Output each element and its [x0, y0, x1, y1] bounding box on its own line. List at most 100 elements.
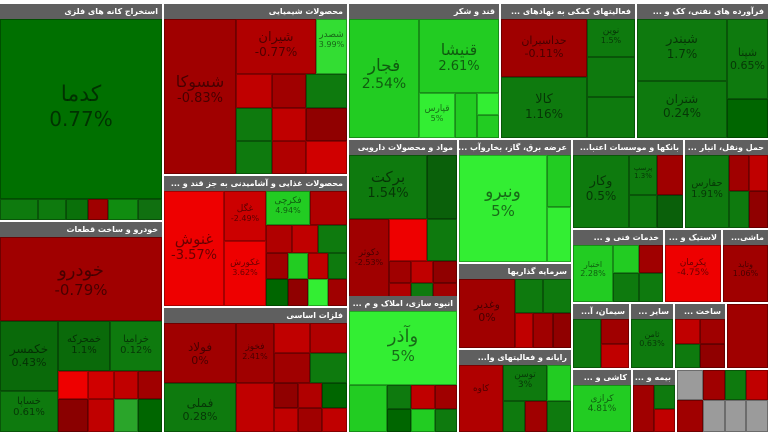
stock-tile[interactable] [543, 279, 571, 313]
stock-tile[interactable] [675, 319, 700, 344]
stock-tile[interactable] [573, 319, 601, 368]
stock-tile[interactable] [729, 191, 749, 228]
stock-tile[interactable] [746, 400, 768, 432]
stock-tile[interactable]: خکمسر 0.43% [0, 321, 58, 391]
stock-tile[interactable]: برکت 1.54% [349, 155, 427, 219]
sector-retail[interactable]: رایانه و فعالیتهای وا... کاوه توسن 3% [459, 350, 571, 432]
stock-tile[interactable] [266, 253, 288, 279]
stock-tile[interactable] [547, 401, 571, 432]
stock-tile[interactable]: توسن 3% [503, 365, 547, 401]
stock-tile[interactable] [503, 401, 525, 432]
stock-tile[interactable]: شصدر 3.99% [316, 19, 347, 74]
sector-chemical[interactable]: محصولات شیمیایی شسوکا -0.83% شیران -0.77… [164, 4, 347, 174]
stock-tile[interactable] [306, 141, 347, 174]
sector-support[interactable]: فعالیتهای کمکی به نهادهای ... حداسیران -… [501, 4, 635, 138]
stock-tile[interactable] [138, 199, 162, 220]
stock-tile[interactable] [613, 245, 639, 273]
stock-tile[interactable] [427, 155, 457, 219]
stock-tile[interactable] [288, 253, 308, 279]
stock-tile[interactable] [38, 199, 66, 220]
sector-misc-2[interactable]: ساخت ... [675, 304, 725, 368]
stock-tile[interactable] [633, 385, 654, 432]
stock-tile[interactable] [725, 370, 746, 400]
stock-tile[interactable] [389, 261, 411, 283]
stock-tile[interactable] [587, 57, 635, 97]
stock-tile[interactable] [547, 365, 571, 401]
stock-tile[interactable] [700, 344, 725, 368]
stock-tile[interactable] [306, 74, 347, 108]
stock-tile[interactable]: شتران 0.24% [637, 81, 727, 138]
sector-misc-3[interactable]: ماشی... وتاید 1.06% [723, 230, 768, 302]
stock-tile[interactable] [328, 279, 347, 306]
stock-tile[interactable]: ونیرو 5% [459, 155, 547, 262]
stock-tile[interactable] [727, 99, 768, 138]
stock-tile[interactable] [727, 304, 768, 368]
stock-tile[interactable]: پکرمان -4.75% [665, 245, 721, 302]
stock-tile[interactable] [310, 323, 347, 353]
stock-tile[interactable] [389, 219, 427, 261]
sector-telecom[interactable]: خدمات فنی و ... اختبار 2.28% [573, 230, 663, 302]
stock-tile[interactable]: کاوه [459, 365, 503, 432]
stock-tile[interactable] [749, 155, 768, 191]
stock-tile[interactable] [515, 279, 543, 313]
sector-petroleum[interactable]: فرآورده های نفتی، کک و ... شبندر 1.7% شپ… [637, 4, 768, 138]
stock-tile[interactable] [515, 313, 533, 348]
stock-tile[interactable]: خودرو -0.79% [0, 237, 162, 321]
stock-tile[interactable]: قپارس 5% [419, 93, 455, 138]
stock-tile[interactable] [58, 399, 88, 432]
stock-tile[interactable] [477, 115, 499, 138]
stock-tile[interactable] [236, 141, 272, 174]
stock-tile[interactable] [435, 385, 457, 409]
stock-tile[interactable] [308, 253, 328, 279]
stock-tile[interactable]: شپنا 0.65% [727, 19, 768, 99]
stock-tile[interactable]: وغدیر 0% [459, 279, 515, 348]
stock-tile[interactable] [654, 385, 675, 409]
stock-tile[interactable] [272, 74, 306, 108]
stock-tile[interactable] [749, 191, 768, 228]
stock-tile[interactable]: فولاد 0% [164, 323, 236, 383]
stock-tile[interactable] [108, 199, 138, 220]
stock-tile[interactable] [88, 199, 108, 220]
sector-auto[interactable]: خودرو و ساخت قطعات خودرو -0.79% خکمسر 0.… [0, 222, 162, 432]
stock-tile[interactable] [700, 319, 725, 344]
stock-tile[interactable] [455, 93, 477, 138]
stock-tile[interactable] [411, 261, 433, 283]
stock-tile[interactable] [601, 344, 629, 368]
stock-tile[interactable] [411, 385, 435, 409]
stock-tile[interactable] [639, 245, 663, 273]
stock-tile[interactable] [677, 400, 703, 432]
stock-tile[interactable] [547, 155, 571, 207]
sector-investment[interactable]: سرمایه گذاریها وغدیر 0% [459, 264, 571, 348]
stock-tile[interactable] [639, 273, 663, 302]
stock-tile[interactable]: حداسیران -0.11% [501, 19, 587, 77]
stock-tile[interactable] [306, 108, 347, 141]
stock-tile[interactable]: وکار 0.5% [573, 155, 629, 228]
stock-tile[interactable] [266, 225, 292, 253]
sector-banks[interactable]: بانکها و موسسات اعتبا... وکار 0.5% پرسپ … [573, 140, 683, 228]
stock-tile[interactable]: اختبار 2.28% [573, 245, 613, 302]
sector-misc-1[interactable]: سایر ... ثامن 0.63% [631, 304, 673, 368]
stock-tile[interactable] [675, 344, 700, 368]
stock-tile[interactable] [114, 399, 138, 432]
stock-tile[interactable]: فملی 0.28% [164, 383, 236, 432]
sector-cement[interactable]: سیمان، آ... [573, 304, 629, 368]
sector-base-metals[interactable]: فلزات اساسی فولاد 0% فملی 0.28% فخوز 2.4… [164, 308, 347, 432]
stock-tile[interactable] [427, 219, 457, 261]
sector-realestate[interactable]: انبوه سازی، املاک و م ... وآذر 5% [349, 296, 457, 432]
stock-tile[interactable]: غکورش 3.62% [224, 241, 266, 306]
stock-tile[interactable]: کالا 1.16% [501, 77, 587, 138]
stock-tile[interactable]: شبندر 1.7% [637, 19, 727, 81]
stock-tile[interactable] [318, 225, 347, 253]
stock-tile[interactable] [298, 408, 322, 432]
sector-plastic[interactable]: لاستیک و ... پکرمان -4.75% [665, 230, 721, 302]
stock-tile[interactable] [292, 225, 318, 253]
stock-tile[interactable] [657, 195, 683, 228]
stock-tile[interactable]: نوین 1.5% [587, 19, 635, 57]
stock-tile[interactable]: فکرچی 4.94% [266, 191, 310, 225]
stock-tile[interactable] [629, 195, 657, 228]
stock-tile[interactable] [0, 199, 38, 220]
stock-tile[interactable] [310, 353, 347, 383]
stock-tile[interactable] [657, 155, 683, 195]
stock-tile[interactable]: خرامیا 0.12% [110, 321, 162, 371]
stock-tile[interactable] [601, 319, 629, 344]
